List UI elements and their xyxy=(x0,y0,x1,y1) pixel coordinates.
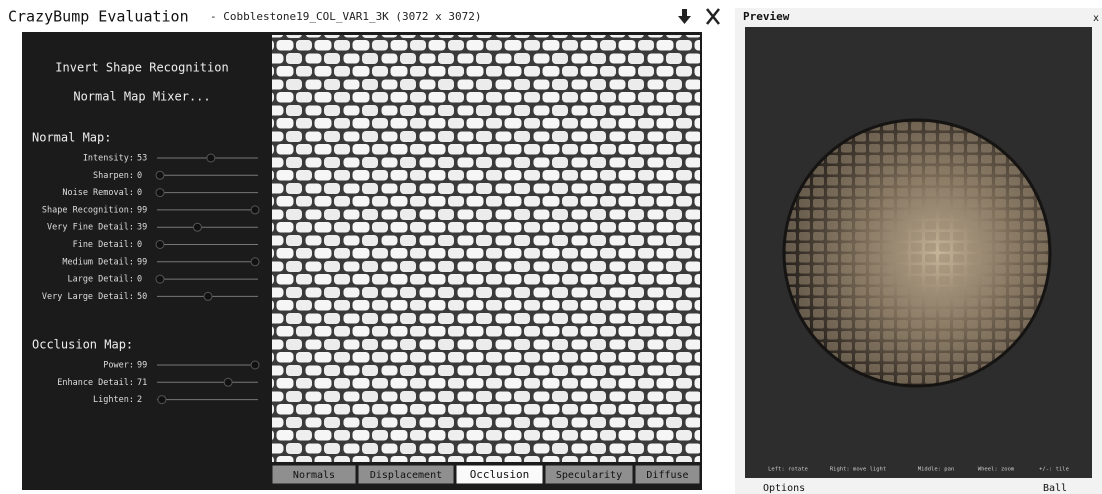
slider-knob[interactable] xyxy=(155,188,165,198)
slider-value: 0 xyxy=(137,171,142,181)
slider-knob[interactable] xyxy=(192,222,202,232)
slider-value: 0 xyxy=(137,275,142,285)
hint-text: Wheel: zoom xyxy=(978,467,1015,473)
slider-knob[interactable] xyxy=(155,274,165,284)
section-title: Occlusion Map: xyxy=(32,338,133,352)
tab[interactable] xyxy=(544,464,634,485)
slider-value: 99 xyxy=(137,257,147,267)
slider-label: Intensity: xyxy=(83,154,134,164)
slider-label: Medium Detail: xyxy=(62,257,134,267)
slider-value: 99 xyxy=(137,205,147,215)
hint-text: Middle: pan xyxy=(918,467,954,473)
tab-label[interactable]: Normals xyxy=(293,470,335,481)
app-title: CrazyBump Evaluation xyxy=(8,8,189,26)
slider-knob[interactable] xyxy=(157,395,167,405)
tab[interactable] xyxy=(634,464,701,485)
slider-value: 2 xyxy=(137,395,142,405)
slider-label: Lighten: xyxy=(93,395,134,405)
hint-text: Right: move light xyxy=(830,467,886,473)
slider-label: Very Fine Detail: xyxy=(47,223,134,233)
slider-knob[interactable] xyxy=(203,291,213,301)
slider-label: Fine Detail: xyxy=(73,240,134,250)
slider-label: Sharpen: xyxy=(93,171,134,181)
tab-label[interactable]: Specularity xyxy=(556,470,622,481)
tab-label[interactable]: Displacement xyxy=(370,470,442,481)
slider-value: 71 xyxy=(137,378,147,388)
slider-label: Enhance Detail: xyxy=(57,378,134,388)
slider-value: 50 xyxy=(137,292,147,302)
slider-value: 0 xyxy=(137,240,142,250)
slider-knob[interactable] xyxy=(155,240,165,249)
preview-mode[interactable]: Ball xyxy=(1043,483,1067,494)
close-icon[interactable] xyxy=(706,8,720,25)
preview-hints: Left: rotate Right: move light Middle: pan… xyxy=(768,467,1069,473)
slider-value: 99 xyxy=(137,361,147,371)
slider-knob[interactable] xyxy=(250,360,260,370)
tab-label[interactable]: Diffuse xyxy=(646,470,688,481)
tab[interactable] xyxy=(357,464,455,485)
tab-label[interactable]: Occlusion xyxy=(470,468,530,481)
slider-label: Large Detail: xyxy=(67,275,134,285)
slider-knob[interactable] xyxy=(250,257,260,267)
slider-knob[interactable] xyxy=(223,377,233,387)
slider-label: Shape Recognition: xyxy=(42,205,134,215)
preview-close[interactable]: x xyxy=(1093,13,1099,24)
panel-button[interactable]: Invert Shape Recognition xyxy=(55,61,228,75)
file-name: - Cobblestone19_COL_VAR1_3K (3072 x 3072… xyxy=(210,10,482,23)
slider-knob[interactable] xyxy=(250,205,260,215)
slider-value: 0 xyxy=(137,188,142,198)
panel-button[interactable]: Normal Map Mixer... xyxy=(73,90,210,104)
settings-panel: Invert Shape Recognition Normal Map Mixer… xyxy=(32,61,260,405)
slider-label: Power: xyxy=(103,361,134,371)
preview-ball xyxy=(782,118,1052,388)
tab[interactable] xyxy=(455,464,544,485)
slider-label: Very Large Detail: xyxy=(42,292,134,302)
tab[interactable] xyxy=(271,464,357,485)
map-tabs: Normals Displacement Occlusion Specularity D… xyxy=(271,464,701,485)
preview-title: Preview xyxy=(743,10,790,23)
slider-knob[interactable] xyxy=(155,170,165,180)
slider-label: Noise Removal: xyxy=(62,188,134,198)
slider-knob[interactable] xyxy=(206,153,216,163)
section-title: Normal Map: xyxy=(32,131,111,145)
options-button[interactable]: Options xyxy=(763,483,805,494)
hint-text: Left: rotate xyxy=(768,467,808,473)
occlusion-map-image xyxy=(272,35,700,462)
slider-value: 39 xyxy=(137,223,147,233)
download-icon[interactable] xyxy=(678,9,691,24)
hint-text: +/-: tile xyxy=(1039,467,1069,473)
slider-value: 53 xyxy=(137,154,147,164)
